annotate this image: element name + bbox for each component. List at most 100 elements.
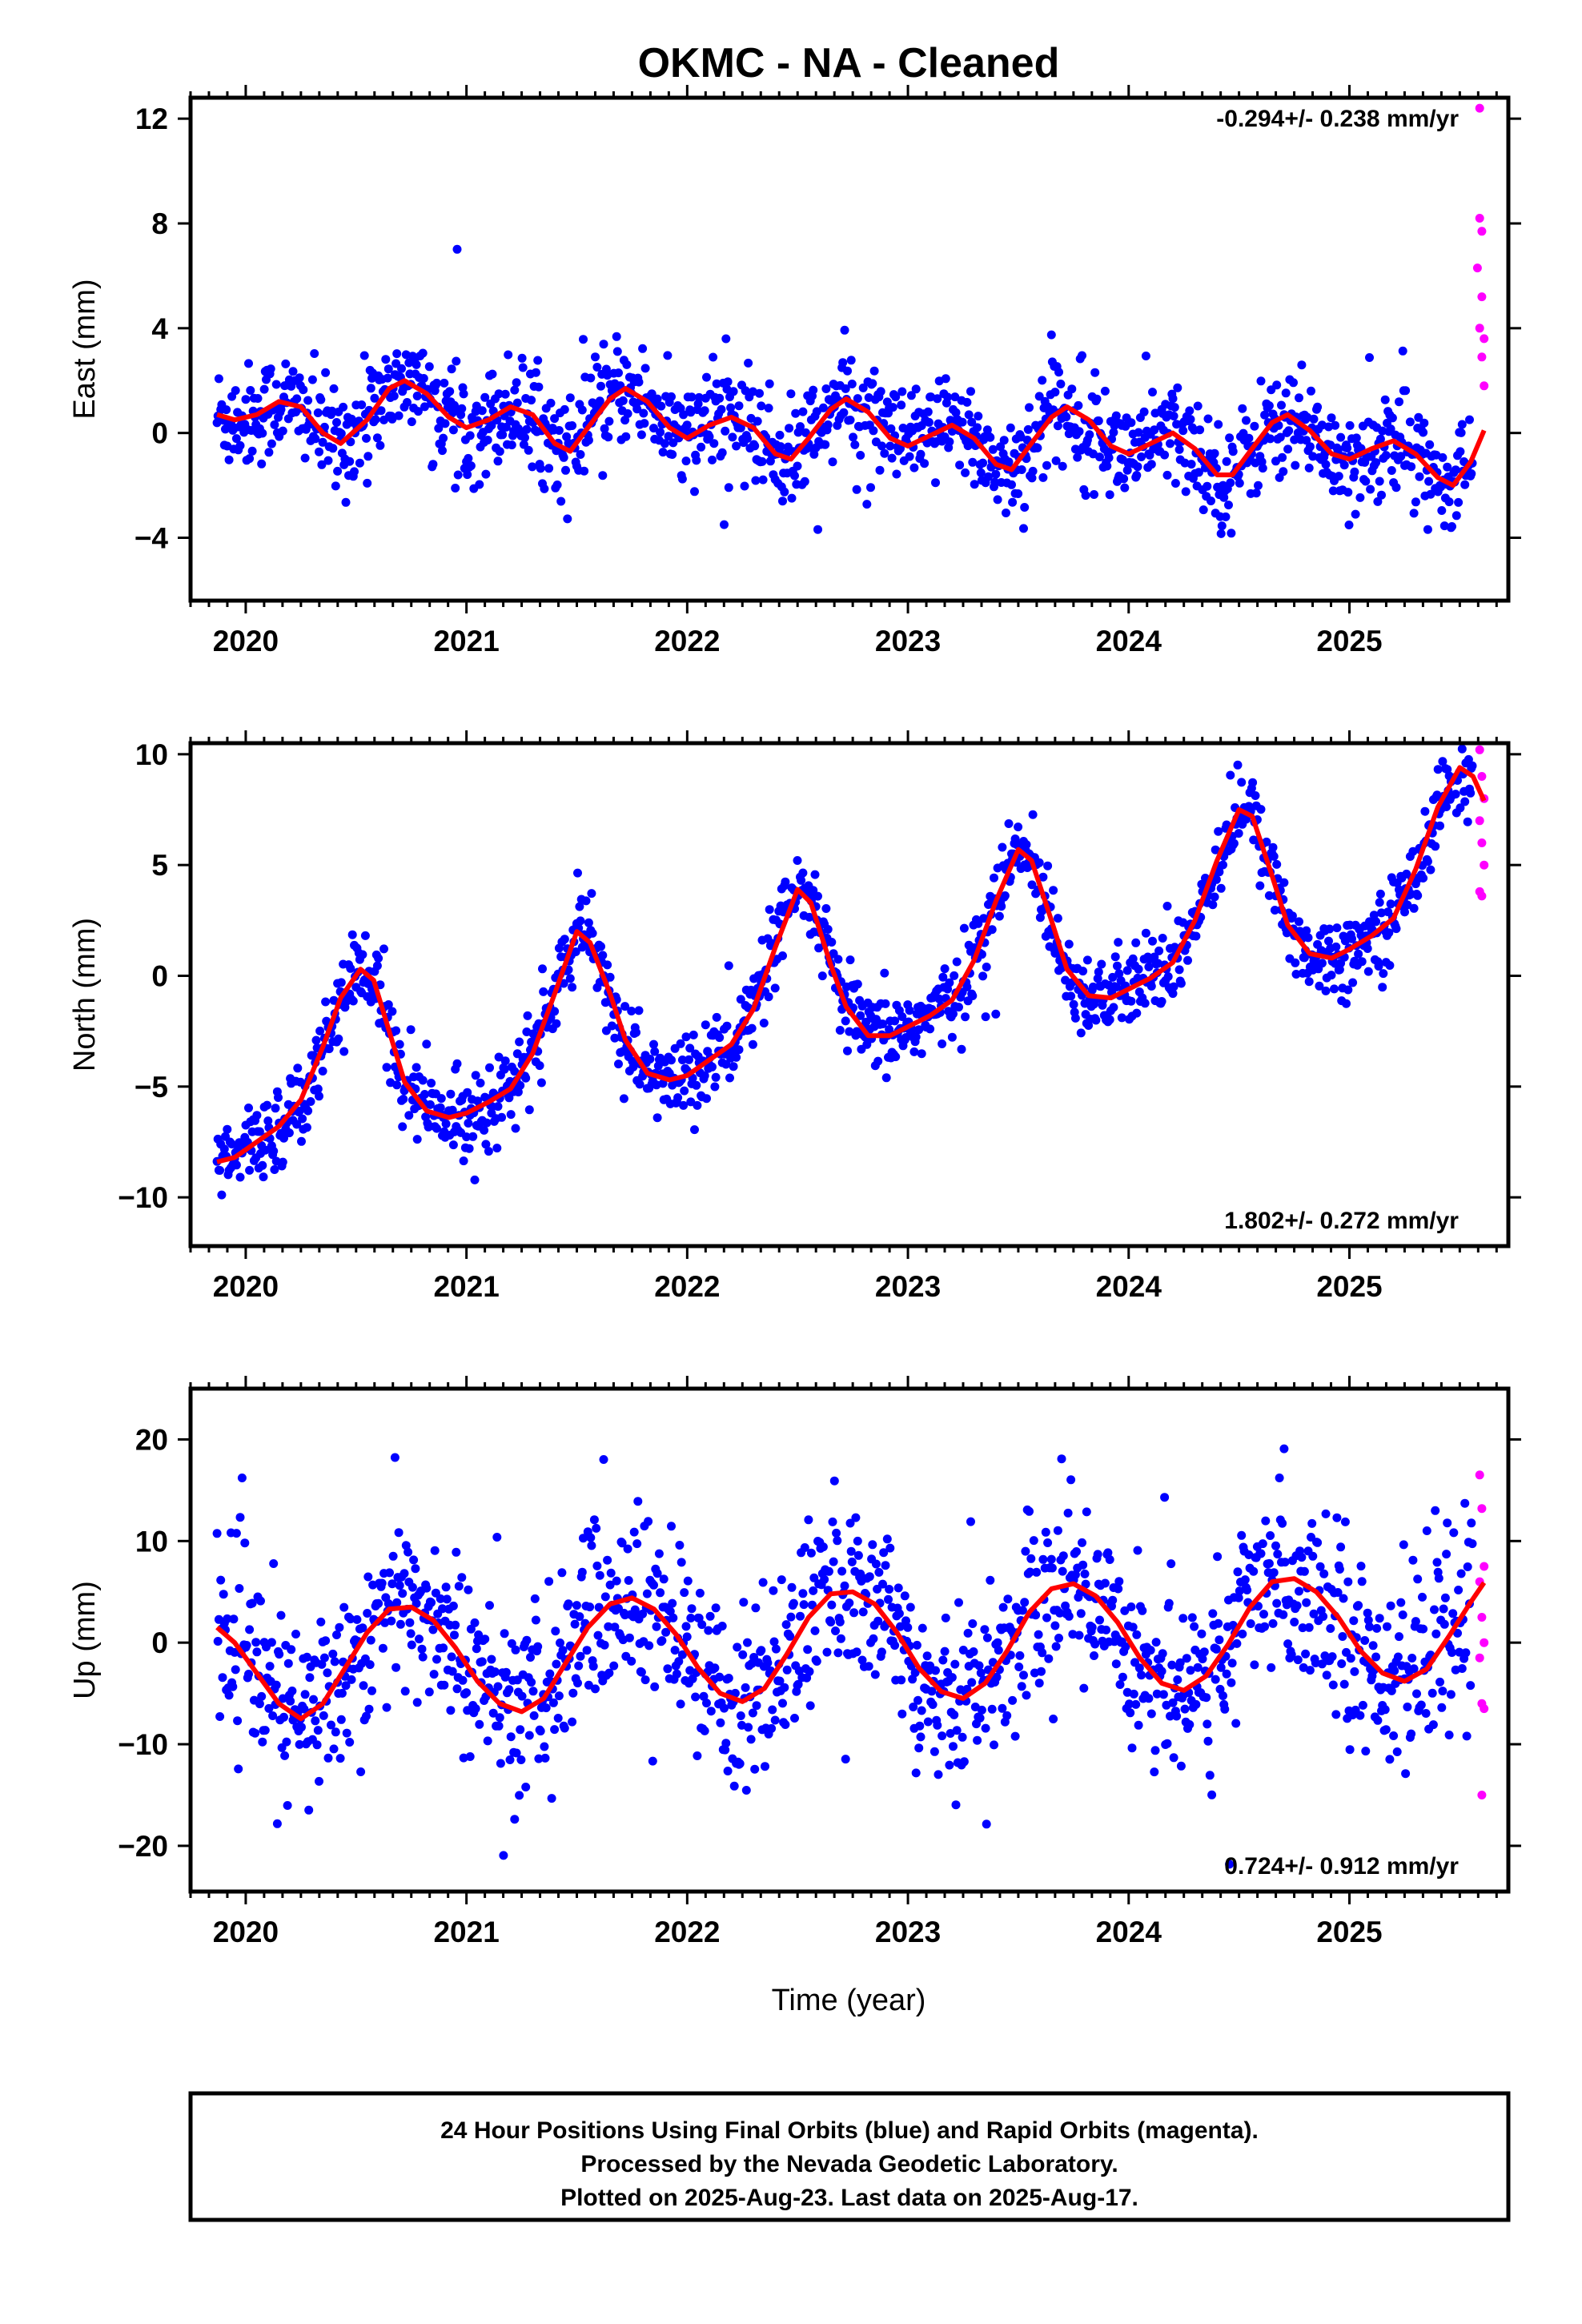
y-axis-label: Up (mm) bbox=[68, 1581, 102, 1699]
data-point bbox=[1454, 1586, 1464, 1594]
data-point bbox=[1203, 414, 1213, 424]
data-point bbox=[406, 1025, 416, 1035]
data-point bbox=[327, 1720, 335, 1730]
data-point bbox=[764, 404, 773, 413]
data-point bbox=[1343, 985, 1353, 995]
data-point bbox=[1038, 376, 1047, 385]
data-point bbox=[259, 384, 269, 394]
data-point bbox=[510, 1815, 520, 1824]
data-point bbox=[319, 1711, 328, 1720]
data-point bbox=[909, 1047, 919, 1056]
data-point bbox=[1157, 997, 1166, 1006]
data-point bbox=[1128, 954, 1138, 963]
data-point bbox=[640, 364, 650, 373]
data-point bbox=[342, 1728, 351, 1738]
data-point bbox=[933, 394, 942, 404]
data-point bbox=[1463, 817, 1472, 826]
data-point bbox=[247, 1598, 257, 1608]
data-point bbox=[736, 1711, 745, 1720]
data-point bbox=[516, 1725, 525, 1735]
data-point bbox=[1133, 462, 1142, 472]
data-point bbox=[869, 426, 878, 436]
data-point bbox=[1243, 1586, 1252, 1594]
data-point bbox=[974, 412, 983, 421]
data-point bbox=[964, 410, 974, 420]
data-point bbox=[1220, 1704, 1230, 1714]
data-point bbox=[1074, 400, 1083, 410]
data-point bbox=[905, 452, 914, 461]
data-point bbox=[1451, 790, 1460, 799]
data-point bbox=[302, 1123, 311, 1132]
data-point bbox=[1186, 460, 1196, 469]
data-point bbox=[1126, 418, 1136, 428]
data-point bbox=[550, 1725, 560, 1735]
data-point bbox=[640, 1675, 650, 1685]
data-point bbox=[1249, 1566, 1259, 1576]
data-point bbox=[1438, 757, 1447, 766]
data-point bbox=[1279, 467, 1288, 476]
data-point bbox=[1419, 428, 1428, 437]
data-point bbox=[548, 1698, 558, 1707]
data-point bbox=[880, 448, 889, 458]
data-point bbox=[968, 991, 978, 1000]
data-point bbox=[1032, 1567, 1042, 1577]
data-point bbox=[809, 1573, 819, 1582]
data-point bbox=[911, 384, 921, 394]
data-point bbox=[300, 453, 310, 463]
data-point bbox=[1343, 1577, 1353, 1586]
data-point bbox=[267, 439, 276, 448]
x-tick-label: 2025 bbox=[1316, 1916, 1382, 1948]
data-point bbox=[874, 1567, 884, 1577]
data-point bbox=[1271, 1541, 1280, 1550]
x-tick-label: 2024 bbox=[1096, 1270, 1162, 1303]
data-point bbox=[1216, 1663, 1226, 1672]
data-point bbox=[877, 441, 886, 451]
data-point bbox=[1375, 898, 1384, 907]
data-point bbox=[1309, 414, 1319, 424]
data-point bbox=[977, 1705, 986, 1715]
data-point bbox=[1100, 1578, 1110, 1588]
data-point bbox=[1078, 351, 1086, 360]
data-point bbox=[559, 452, 568, 462]
data-point bbox=[1203, 1736, 1213, 1746]
data-point bbox=[1375, 889, 1385, 899]
data-point bbox=[359, 1681, 368, 1691]
data-point bbox=[1355, 493, 1365, 502]
data-point bbox=[649, 424, 658, 433]
data-point bbox=[751, 1603, 761, 1613]
data-point bbox=[255, 1699, 264, 1709]
data-point bbox=[346, 963, 355, 973]
data-point bbox=[1456, 1569, 1466, 1578]
data-point bbox=[1250, 421, 1259, 431]
data-point bbox=[1307, 1518, 1317, 1528]
data-point bbox=[917, 1049, 926, 1059]
data-point bbox=[1304, 977, 1314, 987]
data-point bbox=[438, 1604, 447, 1614]
data-point bbox=[526, 1653, 535, 1662]
data-point bbox=[833, 955, 843, 964]
data-point bbox=[307, 375, 317, 384]
data-point bbox=[849, 1608, 859, 1618]
data-point bbox=[265, 1662, 275, 1671]
data-point bbox=[1258, 464, 1267, 473]
data-point bbox=[917, 1706, 926, 1715]
data-point bbox=[1233, 1567, 1243, 1577]
data-point bbox=[1419, 418, 1429, 428]
data-point bbox=[1283, 444, 1293, 454]
data-point bbox=[604, 1668, 614, 1678]
data-point bbox=[1259, 1610, 1268, 1619]
data-point bbox=[512, 1049, 522, 1059]
data-point bbox=[1023, 424, 1033, 434]
final-orbit-points bbox=[212, 744, 1477, 1200]
data-point bbox=[690, 1125, 699, 1135]
data-point bbox=[280, 1751, 290, 1760]
data-point bbox=[660, 439, 669, 448]
data-point bbox=[623, 409, 632, 418]
data-point bbox=[1214, 420, 1223, 429]
data-point bbox=[1213, 1552, 1223, 1562]
data-point bbox=[605, 1580, 615, 1590]
data-point bbox=[333, 466, 343, 476]
data-point bbox=[640, 419, 649, 428]
data-point bbox=[1385, 1755, 1395, 1764]
data-point bbox=[1109, 428, 1118, 437]
